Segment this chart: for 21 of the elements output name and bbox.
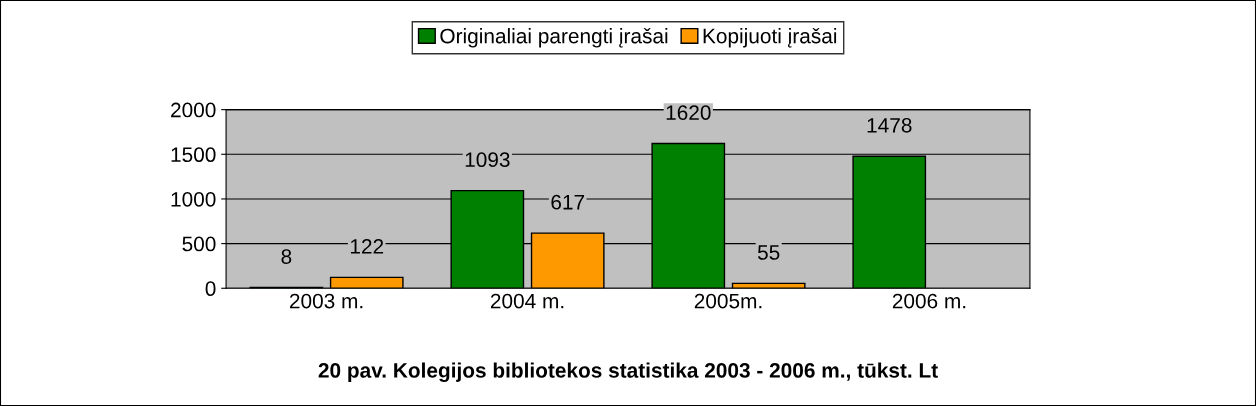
data-label: 8	[281, 249, 292, 264]
x-tick-label: 2004 m.	[490, 293, 564, 309]
text: 20 pav. Kolegijos bibliotekos statistika 2003 - 2006 m., tūkst. Lt	[318, 362, 938, 382]
y-tick-label: 500	[182, 236, 216, 252]
data-label: 1093	[465, 152, 510, 168]
x-tick-label: 2006 m.	[892, 293, 966, 309]
data-label: 1478	[867, 117, 912, 133]
x-tick-label: 2003 m.	[289, 293, 363, 309]
bar	[731, 282, 806, 289]
data-label: 1620	[666, 105, 711, 120]
data-label: 55	[757, 245, 780, 260]
y-tick-label: 0	[205, 281, 216, 297]
y-tick-label: 1500	[171, 147, 216, 163]
y-tick-label: 2000	[171, 102, 216, 118]
bar	[329, 276, 404, 289]
y-tick-label: 1000	[171, 191, 216, 207]
data-label: 617	[551, 194, 585, 210]
legend-label: Kopijuoti įrašai	[703, 28, 837, 48]
data-label: 122	[350, 239, 384, 254]
x-tick-label: 2005m.	[694, 293, 762, 309]
legend-label: Originaliai parengti įrašai	[440, 28, 668, 48]
